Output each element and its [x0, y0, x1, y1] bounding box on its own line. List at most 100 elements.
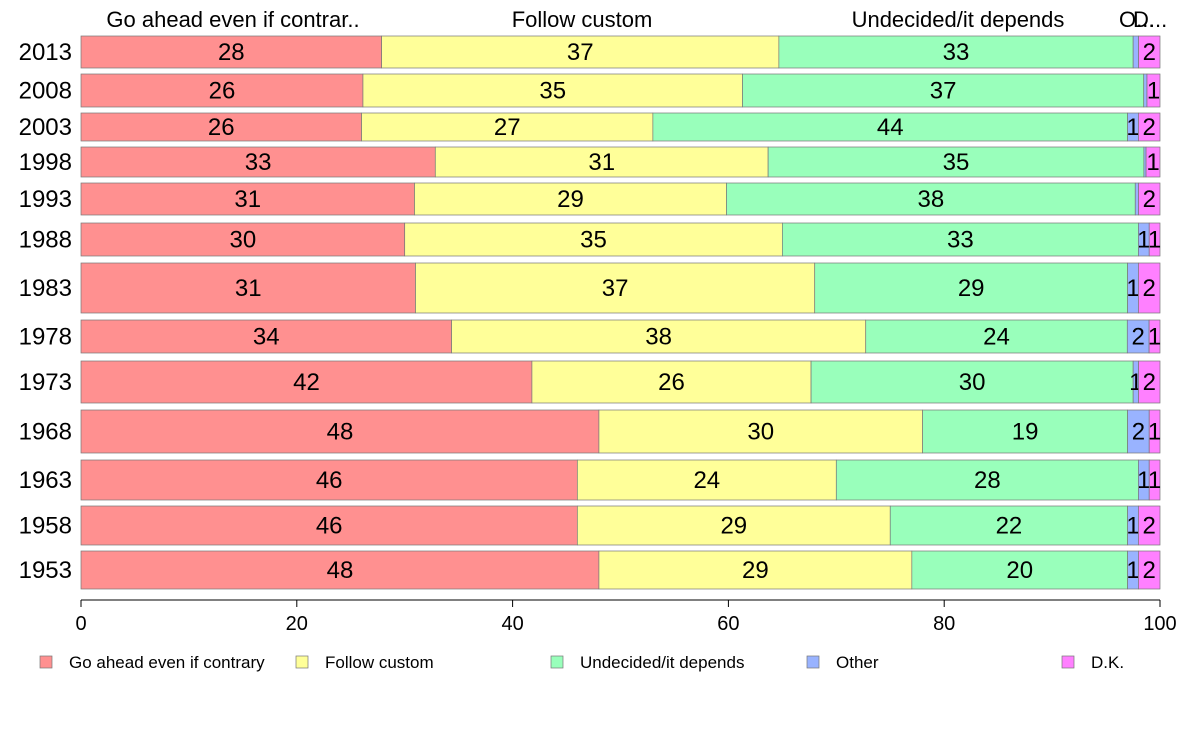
data-label-1953-d-k: 2	[1143, 557, 1156, 584]
legend-label-other: Other	[836, 653, 879, 672]
data-label-1968-go-ahead-even-if-contrary: 48	[327, 419, 354, 446]
bar-1953-go-ahead-even-if-contrary	[80, 550, 600, 590]
y-tick-label-2003: 2003	[19, 114, 72, 141]
x-tick-label-60: 60	[717, 613, 739, 635]
bar-2013-follow-custom	[381, 35, 780, 69]
y-tick-label-1978: 1978	[19, 324, 72, 351]
bar-2013-undecided-it-depends	[778, 35, 1134, 69]
legend-label-d-k: D.K.	[1091, 653, 1124, 672]
y-tick-label-1953: 1953	[19, 557, 72, 584]
data-label-1988-d-k: 1	[1148, 227, 1161, 254]
data-label-1958-undecided-it-depends: 22	[996, 513, 1023, 540]
bar-1953-undecided-it-depends	[911, 550, 1128, 590]
bar-1973-undecided-it-depends	[810, 360, 1134, 404]
y-tick-label-1963: 1963	[19, 467, 72, 494]
bar-1978-follow-custom	[451, 319, 867, 354]
bar-2008-follow-custom	[362, 73, 743, 108]
data-label-1988-other: 1	[1137, 227, 1150, 254]
bar-1988-go-ahead-even-if-contrary	[80, 222, 406, 257]
x-tick-label-20: 20	[286, 613, 308, 635]
bar-1963-d-k	[1148, 459, 1161, 501]
bar-1963-follow-custom	[576, 459, 837, 501]
bar-1988-follow-custom	[404, 222, 783, 257]
data-label-1973-go-ahead-even-if-contrary: 42	[293, 369, 320, 396]
bar-1968-d-k	[1148, 409, 1161, 454]
legend-label-undecided-it-depends: Undecided/it depends	[580, 653, 744, 672]
bar-1953-follow-custom	[598, 550, 913, 590]
bar-1953-d-k	[1138, 550, 1161, 590]
data-label-1968-undecided-it-depends: 19	[1012, 419, 1039, 446]
y-tick-label-2008: 2008	[19, 78, 72, 105]
data-label-2013-go-ahead-even-if-contrary: 28	[218, 39, 245, 66]
bar-1993-other	[1134, 182, 1139, 216]
bar-2013-other	[1132, 35, 1139, 69]
y-tick-label-1983: 1983	[19, 275, 72, 302]
data-label-2003-undecided-it-depends: 44	[877, 114, 904, 141]
data-label-1978-undecided-it-depends: 24	[983, 324, 1010, 351]
data-label-1978-other: 2	[1132, 324, 1145, 351]
data-label-1993-follow-custom: 29	[557, 186, 584, 213]
data-label-1988-undecided-it-depends: 33	[947, 227, 974, 254]
data-label-1958-d-k: 2	[1143, 513, 1156, 540]
data-label-2013-follow-custom: 37	[567, 39, 594, 66]
legend-swatch-other	[806, 655, 820, 669]
data-label-1953-other: 1	[1126, 557, 1139, 584]
x-tick-label-0: 0	[75, 613, 86, 635]
bar-2008-go-ahead-even-if-contrary	[80, 73, 364, 108]
bar-2003-d-k	[1138, 112, 1161, 142]
bar-1998-undecided-it-depends	[767, 146, 1145, 178]
data-label-1973-d-k: 2	[1143, 369, 1156, 396]
data-label-1998-d-k: 1	[1146, 149, 1159, 176]
bar-1973-follow-custom	[531, 360, 812, 404]
data-label-1978-d-k: 1	[1148, 324, 1161, 351]
bar-1978-undecided-it-depends	[865, 319, 1128, 354]
data-label-1978-follow-custom: 38	[645, 324, 672, 351]
data-label-1963-undecided-it-depends: 28	[974, 467, 1001, 494]
column-header-1: Follow custom	[512, 7, 653, 32]
bar-2013-d-k	[1138, 35, 1161, 69]
data-label-1953-undecided-it-depends: 20	[1006, 557, 1033, 584]
data-label-2008-undecided-it-depends: 37	[930, 78, 957, 105]
bar-1983-undecided-it-depends	[814, 262, 1128, 314]
data-label-1988-go-ahead-even-if-contrary: 30	[229, 227, 256, 254]
bar-2003-follow-custom	[361, 112, 654, 142]
bar-1958-undecided-it-depends	[889, 505, 1128, 546]
legend-swatch-d-k	[1061, 655, 1075, 669]
data-label-2008-follow-custom: 35	[539, 78, 566, 105]
y-tick-label-1993: 1993	[19, 186, 72, 213]
data-label-1973-undecided-it-depends: 30	[959, 369, 986, 396]
data-label-1993-undecided-it-depends: 38	[918, 186, 945, 213]
data-label-1963-follow-custom: 24	[693, 467, 720, 494]
bar-2003-go-ahead-even-if-contrary	[80, 112, 362, 142]
data-label-1953-go-ahead-even-if-contrary: 48	[327, 557, 354, 584]
data-label-2003-follow-custom: 27	[494, 114, 521, 141]
bar-2013-go-ahead-even-if-contrary	[80, 35, 382, 69]
data-label-2003-other: 1	[1126, 114, 1139, 141]
bar-1968-go-ahead-even-if-contrary	[80, 409, 600, 454]
data-label-1983-go-ahead-even-if-contrary: 31	[235, 275, 262, 302]
x-tick-label-80: 80	[933, 613, 955, 635]
data-label-1983-other: 1	[1126, 275, 1139, 302]
y-tick-label-1973: 1973	[19, 369, 72, 396]
bar-1973-go-ahead-even-if-contrary	[80, 360, 533, 404]
y-tick-label-1988: 1988	[19, 227, 72, 254]
bar-1963-go-ahead-even-if-contrary	[80, 459, 578, 501]
data-label-1983-follow-custom: 37	[602, 275, 629, 302]
y-tick-label-1968: 1968	[19, 419, 72, 446]
data-label-1968-follow-custom: 30	[747, 419, 774, 446]
x-tick-label-40: 40	[501, 613, 523, 635]
bar-1968-follow-custom	[598, 409, 923, 454]
legend-label-go-ahead-even-if-contrary: Go ahead even if contrary	[69, 653, 265, 672]
bar-1968-undecided-it-depends	[922, 409, 1128, 454]
data-label-2013-undecided-it-depends: 33	[943, 39, 970, 66]
data-label-1968-other: 2	[1132, 419, 1145, 446]
bar-1973-d-k	[1138, 360, 1161, 404]
legend-swatch-go-ahead-even-if-contrary	[39, 655, 53, 669]
data-label-1963-d-k: 1	[1148, 467, 1161, 494]
bar-1993-d-k	[1138, 182, 1161, 216]
bar-1958-d-k	[1138, 505, 1161, 546]
y-tick-label-1998: 1998	[19, 149, 72, 176]
data-label-2003-go-ahead-even-if-contrary: 26	[208, 114, 235, 141]
data-label-1993-go-ahead-even-if-contrary: 31	[234, 186, 261, 213]
